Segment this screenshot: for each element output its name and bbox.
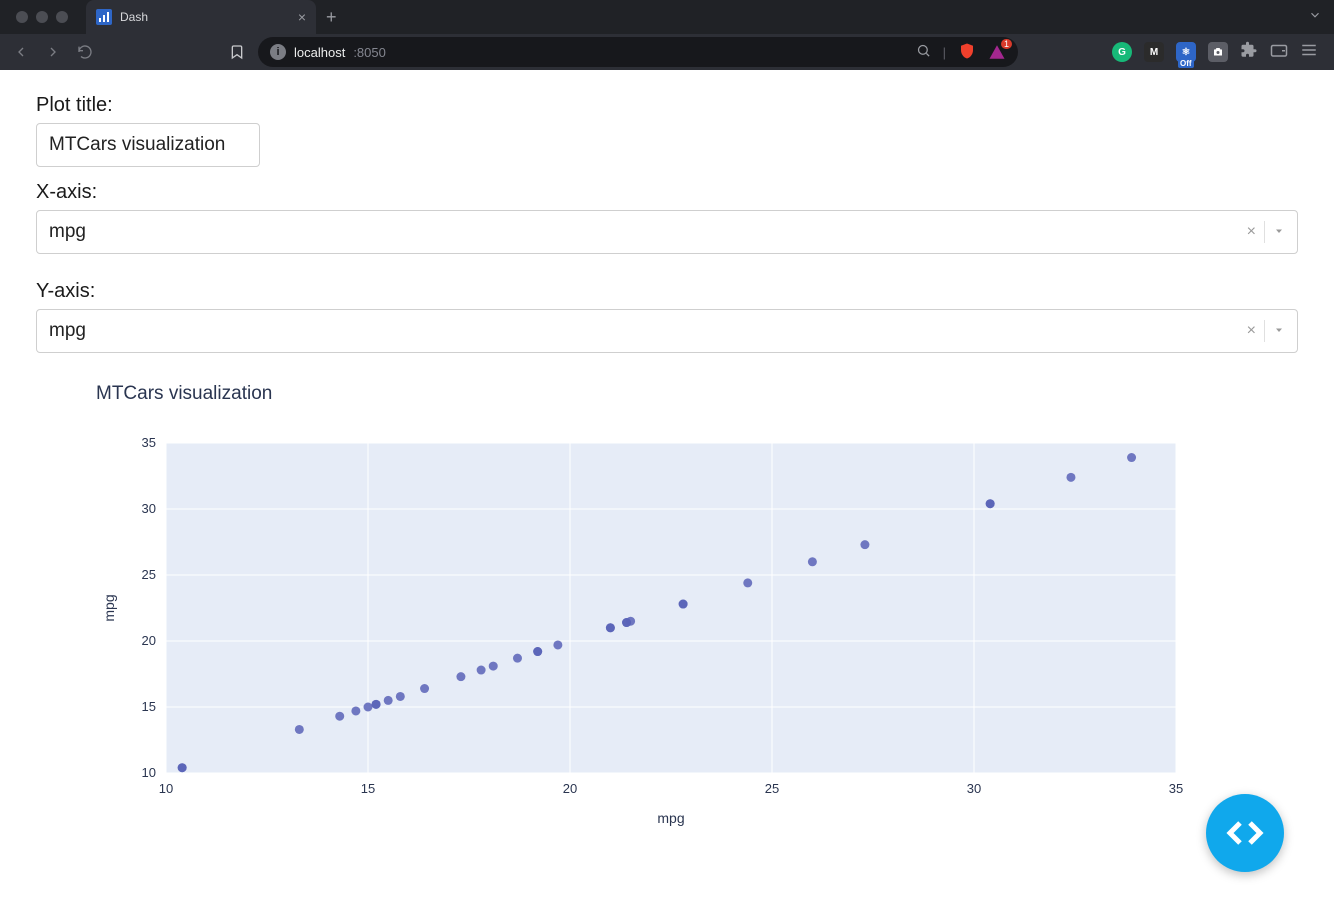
svg-text:35: 35 [142,435,156,450]
window-close[interactable] [16,11,28,23]
window-controls [8,11,80,23]
bookmark-icon[interactable] [226,41,248,63]
extension-tray: G M ⚛Off [1112,41,1324,64]
y-axis-caret-icon[interactable] [1264,320,1285,342]
rewards-badge: 1 [1001,39,1012,49]
wallet-icon[interactable] [1270,41,1288,64]
window-minimize[interactable] [36,11,48,23]
browser-chrome: Dash × + i localhost:8050 | 1 [0,0,1334,70]
svg-text:30: 30 [967,781,981,796]
chart-title: MTCars visualization [96,383,1298,405]
svg-text:25: 25 [142,567,156,582]
ext-react-devtools-icon[interactable]: ⚛Off [1176,42,1196,62]
y-axis-clear-icon[interactable]: × [1239,322,1264,340]
svg-text:20: 20 [563,781,577,796]
menu-icon[interactable] [1300,41,1318,64]
browser-tab[interactable]: Dash × [86,0,316,34]
tab-title: Dash [120,10,290,24]
tab-favicon-icon [96,9,112,25]
svg-text:25: 25 [765,781,779,796]
svg-text:10: 10 [142,765,156,780]
plot-title-label: Plot title: [36,94,1298,117]
svg-text:30: 30 [142,501,156,516]
x-axis-label: X-axis: [36,181,1298,204]
brave-shield-icon[interactable] [958,42,976,63]
nav-reload-icon[interactable] [74,41,96,63]
x-axis-value: mpg [49,221,1239,243]
search-icon[interactable] [916,43,931,61]
extensions-icon[interactable] [1240,41,1258,64]
svg-text:20: 20 [142,633,156,648]
y-axis-label: Y-axis: [36,280,1298,303]
site-info-icon[interactable]: i [270,44,286,60]
svg-text:35: 35 [1169,781,1183,796]
tabs-overflow-icon[interactable] [1308,8,1322,27]
plot-title-input[interactable] [36,123,260,167]
window-maximize[interactable] [56,11,68,23]
svg-text:10: 10 [159,781,173,796]
ext-camera-icon[interactable] [1208,42,1228,62]
y-axis-dropdown[interactable]: mpg × [36,309,1298,353]
scatter-plot[interactable]: 10 15 20 25 30 35 10 15 20 25 30 35 mpg mpg [96,433,1186,833]
ext-m-icon[interactable]: M [1144,42,1164,62]
nav-back-icon[interactable] [10,41,32,63]
svg-text:mpg: mpg [657,810,684,826]
url-host: localhost [294,45,345,60]
x-axis-dropdown[interactable]: mpg × [36,210,1298,254]
x-axis-caret-icon[interactable] [1264,221,1285,243]
page-content: Plot title: X-axis: mpg × Y-axis: mpg × … [0,70,1334,887]
url-port: :8050 [353,45,386,60]
brave-rewards-icon[interactable]: 1 [988,43,1006,61]
ext-grammarly-icon[interactable]: G [1112,42,1132,62]
nav-forward-icon[interactable] [42,41,64,63]
nav-bar: i localhost:8050 | 1 G M ⚛Off [0,34,1334,70]
svg-text:15: 15 [142,699,156,714]
svg-text:mpg: mpg [101,594,117,621]
tab-close-icon[interactable]: × [298,9,306,25]
tab-bar: Dash × + [0,0,1334,34]
dash-devtools-button[interactable] [1206,794,1284,872]
new-tab-button[interactable]: + [316,7,347,28]
chart-container: MTCars visualization 10 15 20 25 30 35 10 15 20 2… [36,383,1298,863]
y-axis-value: mpg [49,320,1239,342]
address-bar[interactable]: i localhost:8050 | 1 [258,37,1018,67]
x-axis-clear-icon[interactable]: × [1239,223,1264,241]
svg-text:15: 15 [361,781,375,796]
